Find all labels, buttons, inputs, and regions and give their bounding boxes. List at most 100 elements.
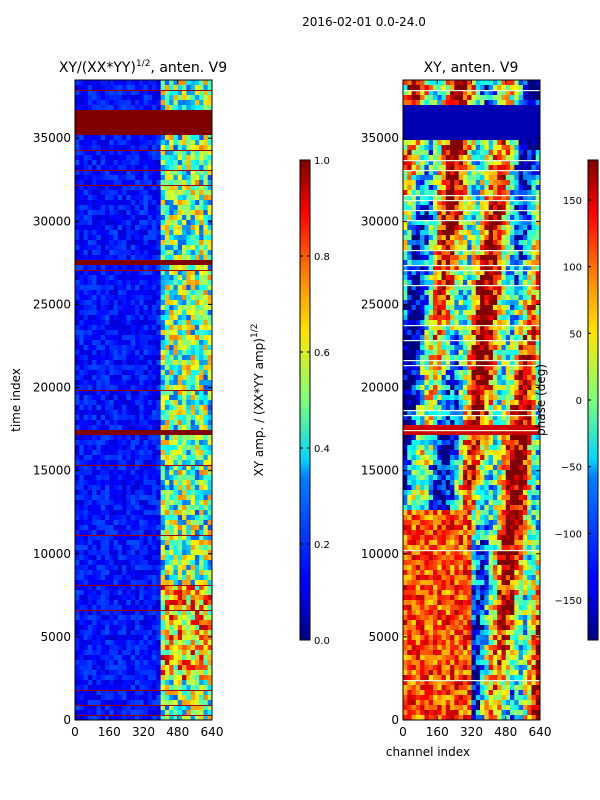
amplitude-heatmap-cell: [130, 595, 136, 601]
amplitude-heatmap-cell: [126, 200, 132, 206]
amplitude-heatmap-cell: [190, 210, 196, 216]
amplitude-heatmap-cell: [139, 200, 144, 206]
phase-heatmap-cell: [501, 165, 507, 171]
amplitude-heatmap-cell: [169, 680, 174, 686]
amplitude-heatmap-cell: [207, 235, 212, 241]
amplitude-heatmap-cell: [117, 90, 123, 96]
phase-heatmap-cell: [437, 80, 442, 86]
amplitude-heatmap-cell: [92, 670, 97, 676]
phase-heatmap-cell: [407, 145, 412, 151]
amplitude-heatmap-cell: [104, 605, 110, 611]
amplitude-heatmap-cell: [104, 480, 110, 486]
amplitude-heatmap-cell: [156, 105, 162, 111]
amplitude-heatmap-cell: [152, 540, 157, 546]
amplitude-heatmap-cell: [143, 440, 149, 446]
amplitude-heatmap-cell: [160, 430, 166, 436]
amplitude-heatmap-cell: [173, 510, 179, 516]
phase-heatmap-cell: [441, 105, 447, 111]
amplitude-heatmap-cell: [117, 560, 123, 566]
amplitude-heatmap-cell: [207, 155, 212, 161]
amplitude-heatmap-cell: [109, 670, 114, 676]
phase-heatmap-cell: [514, 175, 519, 181]
amplitude-heatmap-cell: [134, 640, 140, 646]
amplitude-heatmap-cell: [96, 255, 102, 261]
phase-heatmap-cell: [437, 145, 442, 151]
amplitude-heatmap-cell: [186, 490, 191, 496]
amplitude-heatmap-cell: [194, 180, 200, 186]
amplitude-heatmap-cell: [147, 705, 153, 711]
amplitude-heatmap-cell: [152, 555, 157, 561]
amplitude-heatmap-cell: [126, 265, 132, 271]
amplitude-heatmap-cell: [152, 390, 157, 396]
phase-heatmap-cell: [522, 90, 528, 96]
amplitude-heatmap-cell: [160, 110, 166, 116]
amplitude-heatmap-cell: [186, 520, 191, 526]
amplitude-heatmap-cell: [113, 335, 119, 341]
amplitude-heatmap-cell: [186, 180, 191, 186]
amplitude-heatmap-cell: [130, 435, 136, 441]
amplitude-heatmap-cell: [194, 115, 200, 121]
amplitude-heatmap-cell: [117, 120, 123, 126]
amplitude-heatmap-cell: [203, 140, 209, 146]
phase-heatmap-cell: [458, 100, 464, 106]
amplitude-heatmap-cell: [83, 560, 89, 566]
amplitude-heatmap-cell: [160, 90, 166, 96]
amplitude-heatmap-cell: [199, 200, 204, 206]
amplitude-heatmap-cell: [186, 500, 191, 506]
amplitude-heatmap-cell: [190, 705, 196, 711]
amplitude-heatmap-cell: [130, 665, 136, 671]
phase-heatmap-cell: [510, 110, 515, 116]
amplitude-heatmap-cell: [182, 245, 187, 251]
amplitude-heatmap-cell: [207, 605, 212, 611]
amplitude-heatmap-cell: [160, 365, 166, 371]
phase-heatmap-cell: [407, 170, 412, 176]
phase-heatmap-cell: [492, 175, 498, 181]
amplitude-heatmap-cell: [134, 100, 140, 106]
amplitude-heatmap-cell: [177, 80, 183, 86]
amplitude-heatmap-cell: [134, 390, 140, 396]
amplitude-heatmap-cell: [190, 195, 196, 201]
amplitude-heatmap-cell: [194, 215, 200, 221]
amplitude-heatmap-cell: [134, 535, 140, 541]
amplitude-heatmap-cell: [156, 165, 162, 171]
amplitude-heatmap-cell: [177, 90, 183, 96]
amplitude-heatmap-cell: [169, 550, 174, 556]
amplitude-heatmap-cell: [207, 485, 212, 491]
amplitude-heatmap-cell: [104, 305, 110, 311]
amplitude-heatmap-cell: [122, 460, 127, 466]
amplitude-heatmap-cell: [156, 585, 162, 591]
amplitude-heatmap-cell: [126, 680, 132, 686]
amplitude-heatmap-cell: [194, 320, 200, 326]
phase-heatmap-cell: [462, 80, 468, 86]
amplitude-heatmap-cell: [96, 340, 102, 346]
amplitude-heatmap-cell: [134, 455, 140, 461]
amplitude-heatmap-cell: [199, 540, 204, 546]
phase-heatmap-cell: [488, 195, 494, 201]
phase-heatmap-cell: [522, 195, 528, 201]
amplitude-heatmap-cell: [126, 220, 132, 226]
amplitude-heatmap-cell: [164, 400, 170, 406]
amplitude-heatmap-cell: [96, 425, 102, 431]
amplitude-heatmap-cell: [177, 225, 183, 231]
amplitude-heatmap-cell: [75, 595, 80, 601]
amplitude-heatmap-cell: [113, 230, 119, 236]
amplitude-heatmap-cell: [152, 235, 157, 241]
phase-heatmap-cell: [424, 185, 430, 191]
amplitude-heatmap-cell: [75, 420, 80, 426]
phase-heatmap-cell: [471, 135, 477, 141]
amplitude-heatmap-cell: [96, 365, 102, 371]
phase-heatmap-cell: [522, 145, 528, 151]
amplitude-heatmap-cell: [169, 575, 174, 581]
amplitude-heatmap-cell: [190, 310, 196, 316]
amplitude-heatmap-cell: [79, 175, 84, 181]
amplitude-heatmap-cell: [207, 670, 212, 676]
phase-heatmap-cell: [492, 80, 498, 86]
phase-heatmap-cell: [403, 185, 408, 191]
amplitude-heatmap-cell: [109, 605, 114, 611]
amplitude-heatmap-cell: [160, 680, 166, 686]
amplitude-heatmap-cell: [134, 115, 140, 121]
amplitude-heatmap-cell: [203, 145, 209, 151]
amplitude-heatmap-cell: [100, 280, 106, 286]
amplitude-heatmap-cell: [122, 500, 127, 506]
amplitude-heatmap-cell: [190, 435, 196, 441]
